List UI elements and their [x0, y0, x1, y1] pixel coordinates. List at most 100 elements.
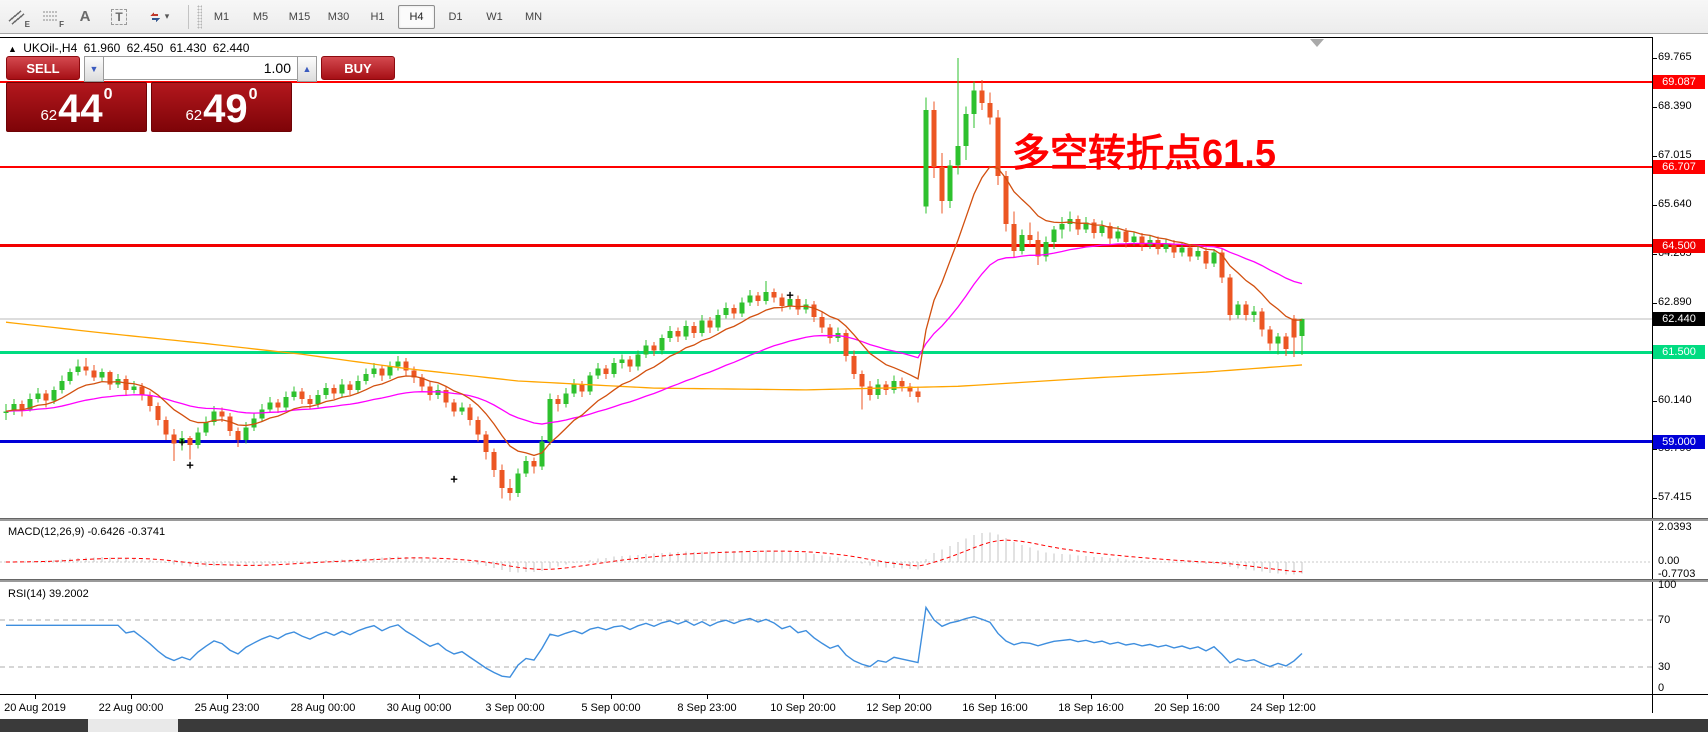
time-tick-label: 8 Sep 23:00 [677, 702, 737, 714]
timeframe-m15[interactable]: M15 [288, 10, 311, 23]
buy-price-display[interactable]: 62 49 0 [151, 82, 292, 132]
text-icon[interactable]: T [103, 3, 135, 31]
time-tick-label: 20 Sep 16:00 [1154, 702, 1220, 714]
high-value: 62.450 [126, 41, 164, 55]
sell-button[interactable]: SELL [6, 56, 80, 80]
timeframe-w1[interactable]: W1 [486, 10, 503, 23]
price-tick-label: 67.015 [1658, 148, 1692, 161]
rsi-panel-splitter[interactable] [0, 579, 1708, 582]
price-tick-mark [1652, 204, 1657, 206]
buy-price-sup: 0 [248, 86, 258, 103]
timeframe-h4[interactable]: H4 [398, 4, 435, 29]
collapse-arrow-icon[interactable]: ▲ [8, 44, 17, 54]
chart-area: ▲ UKOil-,H4 61.960 62.450 61.430 62.440 … [0, 36, 1708, 718]
macd-tick-label: 2.0393 [1658, 521, 1692, 533]
fractal-plus-marker: + [450, 471, 458, 487]
time-tick-label: 18 Sep 16:00 [1058, 702, 1124, 714]
time-tick-mark [1283, 695, 1284, 699]
macd-indicator-label: MACD(12,26,9) -0.6426 -0.3741 [8, 526, 166, 538]
rsi-canvas [0, 605, 1652, 678]
toolbar-drag-handle[interactable] [197, 4, 202, 29]
buy-price-big: 49 [203, 87, 248, 131]
bottom-tab-dark[interactable] [0, 719, 88, 732]
equidistant-channel-icon[interactable]: E [1, 3, 33, 31]
dropdown-caret: ▾ [164, 11, 170, 21]
timeframe-h1[interactable]: H1 [370, 10, 385, 23]
chart-annotation-text: 多空转折点61.5 [1012, 133, 1276, 175]
volume-input[interactable] [104, 56, 297, 80]
sell-price-big: 44 [58, 87, 103, 131]
time-tick-mark [1091, 695, 1092, 699]
volume-decrease-button[interactable]: ▼ [84, 56, 104, 82]
fibonacci-icon[interactable]: F [35, 3, 67, 31]
time-tick-label: 16 Sep 16:00 [962, 702, 1028, 714]
price-level-label: 62.440 [1653, 311, 1705, 326]
candle-bodies [3, 90, 1305, 494]
volume-increase-button[interactable]: ▲ [297, 56, 317, 82]
bottom-tab-light[interactable] [88, 719, 178, 732]
symbol-name: UKOil-,H4 [23, 41, 78, 55]
time-tick-mark [515, 695, 516, 699]
text-label-icon[interactable]: A [69, 3, 101, 31]
time-tick-label: 25 Aug 23:00 [194, 702, 260, 714]
timeframe-m5[interactable]: M5 [252, 10, 269, 23]
price-level-label: 69.087 [1653, 75, 1705, 90]
chart-shift-marker-icon [1310, 39, 1324, 47]
timeframe-buttons: M1 M5 M15 M30 H1 H4 D1 W1 MN [202, 0, 553, 33]
time-tick-mark [707, 695, 708, 699]
time-tick-label: 22 Aug 00:00 [98, 702, 164, 714]
price-tick-label: 65.640 [1658, 197, 1692, 210]
arrow-objects-icon[interactable]: ▾ [137, 3, 179, 31]
tool-glyph: F [59, 19, 64, 29]
bottom-tab-bar[interactable] [178, 719, 1708, 732]
time-tick-label: 3 Sep 00:00 [485, 702, 545, 714]
tool-glyph: A [79, 8, 91, 25]
ma-slow-orange [5, 321, 1303, 391]
time-tick-mark [419, 695, 420, 699]
symbol-ohlc-readout[interactable]: ▲ UKOil-,H4 61.960 62.450 61.430 62.440 [8, 41, 252, 55]
price-tick-mark [1652, 449, 1657, 451]
price-tick-label: 57.415 [1658, 491, 1692, 504]
timeframe-m1[interactable]: M1 [213, 10, 230, 23]
low-value: 61.430 [169, 41, 207, 55]
timeframe-mn[interactable]: MN [524, 10, 543, 23]
price-tick-mark [1652, 106, 1657, 108]
price-tick-mark [1652, 400, 1657, 402]
tool-glyph: T [111, 8, 127, 25]
price-level-label: 61.500 [1653, 345, 1705, 360]
price-tick-mark [1652, 155, 1657, 157]
timeframe-m30[interactable]: M30 [327, 10, 350, 23]
time-tick-label: 30 Aug 00:00 [386, 702, 452, 714]
time-tick-mark [611, 695, 612, 699]
time-tick-mark [131, 695, 132, 699]
time-tick-label: 28 Aug 00:00 [290, 702, 356, 714]
rsi-tick-label: 70 [1658, 614, 1671, 626]
toolbar: E F A T ▾ [0, 0, 1708, 34]
sell-price-small: 62 [40, 107, 58, 124]
fractal-plus-marker: + [186, 457, 194, 473]
macd-panel-splitter[interactable] [0, 518, 1708, 521]
time-tick-mark [995, 695, 996, 699]
sell-price-display[interactable]: 62 44 0 [6, 82, 147, 132]
ma-medium-magenta [5, 242, 1303, 425]
time-tick-label: 10 Sep 20:00 [770, 702, 836, 714]
main-chart-canvas [0, 58, 1652, 501]
rsi-tick-label: 0 [1658, 682, 1665, 694]
price-level-label: 64.500 [1653, 238, 1705, 253]
time-tick-mark [899, 695, 900, 699]
time-tick-mark [227, 695, 228, 699]
macd-histogram [13, 532, 1303, 575]
time-tick-label: 20 Aug 2019 [4, 702, 66, 714]
rsi-indicator-label: RSI(14) 39.2002 [8, 588, 89, 600]
horizontal-level-lines [0, 81, 1652, 444]
price-tick-mark [1652, 253, 1657, 255]
time-tick-label: 24 Sep 12:00 [1250, 702, 1316, 714]
timeframe-d1[interactable]: D1 [448, 10, 463, 23]
price-tick-mark [1652, 498, 1657, 500]
sell-price-sup: 0 [103, 86, 113, 103]
time-tick-label: 12 Sep 20:00 [866, 702, 932, 714]
time-tick-mark [1187, 695, 1188, 699]
buy-button[interactable]: BUY [321, 56, 395, 80]
time-tick-mark [323, 695, 324, 699]
close-value: 62.440 [212, 41, 250, 55]
